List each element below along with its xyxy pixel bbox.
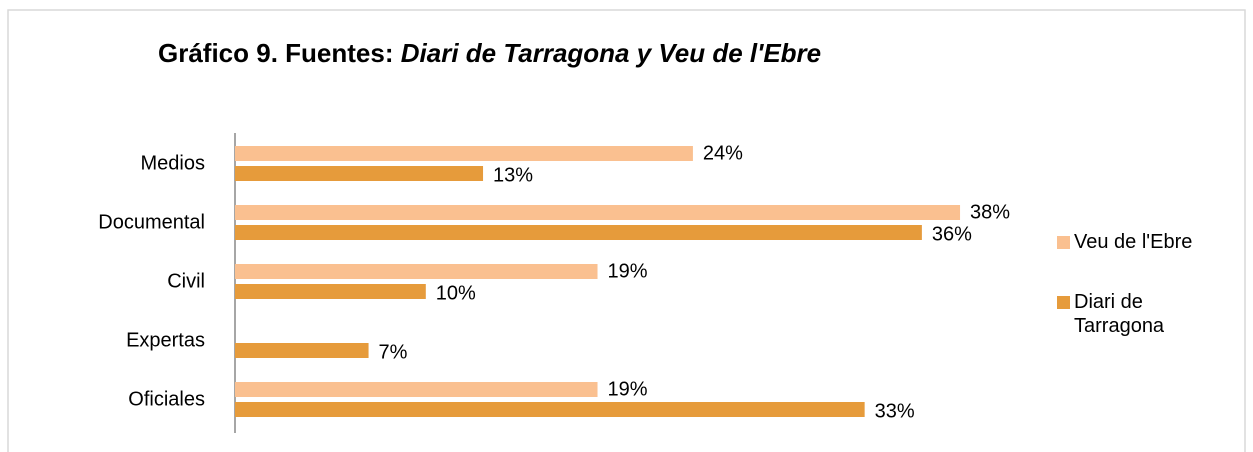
bar — [235, 382, 598, 397]
legend-item: Veu de l'Ebre — [1057, 230, 1204, 254]
bar — [235, 284, 426, 299]
bar — [235, 146, 693, 161]
chart-border — [7, 9, 1246, 452]
legend-swatch — [1057, 236, 1070, 249]
legend-label: Veu de l'Ebre — [1074, 231, 1193, 253]
bar — [235, 225, 922, 240]
data-label: 33% — [875, 400, 915, 422]
bar — [235, 205, 961, 220]
y-tick-label: Expertas — [126, 329, 205, 351]
y-tick-label: Oficiales — [128, 388, 205, 410]
title-source: Diari de Tarragona y Veu de l'Ebre — [401, 38, 821, 68]
bar — [235, 166, 484, 181]
y-tick-label: Civil — [167, 270, 205, 292]
bar — [235, 402, 865, 417]
title-main: Gráfico 9. Fuentes: — [158, 38, 394, 68]
data-label: 19% — [608, 378, 648, 400]
data-label: 7% — [379, 341, 408, 363]
data-label: 13% — [493, 164, 533, 186]
data-label: 36% — [932, 223, 972, 245]
chart-title: Gráfico 9. Fuentes: Diari de Tarragona y… — [158, 38, 821, 68]
legend-label: Diari de Tarragona — [1074, 291, 1165, 337]
y-tick-label: Documental — [98, 211, 205, 233]
data-label: 10% — [436, 282, 476, 304]
y-tick-label: Medios — [141, 152, 205, 174]
data-label: 24% — [703, 142, 743, 164]
data-label: 38% — [970, 201, 1010, 223]
legend-swatch — [1057, 296, 1070, 309]
legend-item: Diari de Tarragona — [1057, 290, 1204, 338]
bar — [235, 264, 598, 279]
data-label: 19% — [608, 260, 648, 282]
bar — [235, 343, 369, 358]
